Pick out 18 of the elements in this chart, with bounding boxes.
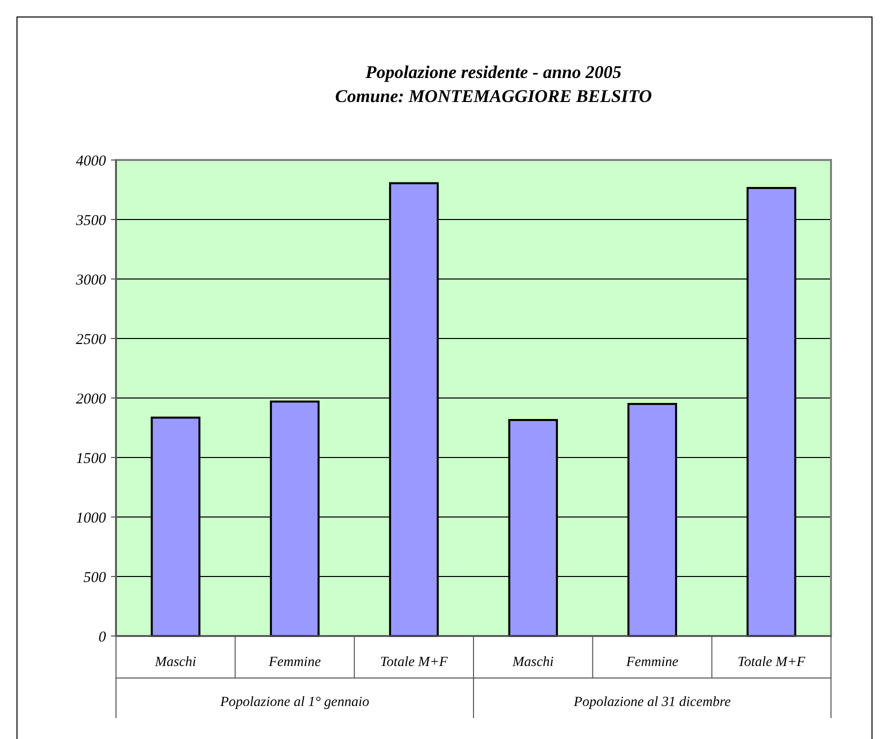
y-tick-label: 4000	[76, 153, 106, 170]
text: Popolazione al 1° gennaio	[219, 695, 370, 710]
x-tick-label: Maschi	[154, 655, 196, 670]
y-tick-label: 1000	[76, 510, 106, 526]
y-tick-label: 2500	[76, 332, 106, 348]
y-tick-label: 0	[98, 629, 106, 646]
x-tick-label: Femmine	[625, 655, 678, 670]
x-tick-label: Totale M+F	[738, 655, 806, 670]
text: Popolazione al 31 dicembre	[572, 695, 731, 710]
y-tick-label: 2000	[76, 391, 106, 408]
y-tick-label: 500	[84, 570, 106, 586]
y-tick-label: 1500	[76, 450, 106, 467]
y-tick-label: 3000	[75, 272, 106, 288]
x-tick-label: Femmine	[268, 655, 321, 670]
y-tick-label: 3500	[75, 212, 106, 229]
x-tick-label: Totale M+F	[380, 655, 448, 670]
x-tick-label: Maschi	[511, 655, 554, 670]
chart-title: Popolazione residente - anno 2005 Comune: MONTEMAGGIORE BELSITO	[335, 62, 652, 106]
